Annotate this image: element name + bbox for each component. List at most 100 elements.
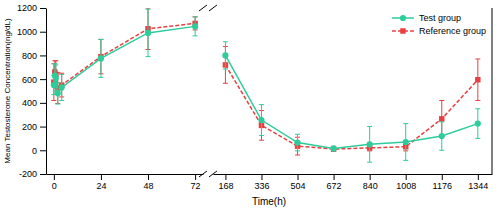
panel: 0 24 48 72 -200 0 200 400 600 800 1000 1200 (17, 3, 207, 191)
tick-mark (40, 127, 46, 128)
tick-mark (40, 8, 46, 9)
tick: 200 (22, 122, 46, 132)
error-bar (59, 74, 64, 100)
marker (55, 90, 61, 96)
error-bar (146, 9, 151, 56)
tick: 672 (327, 174, 342, 191)
series-line (225, 65, 477, 149)
error-bar (439, 122, 444, 150)
tick-label: 1008 (396, 181, 416, 191)
marker (222, 52, 228, 58)
marker (51, 82, 57, 88)
x-axis-title: Time(h) (252, 196, 286, 207)
tick: 400 (22, 98, 46, 108)
error-bar (223, 42, 228, 69)
marker (145, 30, 151, 36)
tick-mark (40, 79, 46, 80)
tick-mark (40, 103, 46, 104)
marker (192, 23, 198, 29)
marker (403, 139, 409, 145)
tick-label: 168 (218, 181, 233, 191)
legend-item: Test group (392, 13, 461, 23)
tick-mark (148, 174, 149, 180)
series (223, 47, 481, 155)
error-bar (193, 17, 198, 36)
axis-line (213, 174, 492, 175)
tick: 800 (22, 51, 46, 61)
tick-label: 24 (96, 181, 106, 191)
tick-label: 400 (22, 98, 37, 108)
tick: 600 (22, 75, 46, 85)
plot-area (51, 8, 198, 104)
series (51, 9, 198, 104)
tick: -200 (19, 169, 46, 179)
tick: 1344 (468, 174, 488, 191)
legend-swatch (400, 15, 406, 21)
y-axis-title: Mean Testosterone Concentration(ng/dL) (3, 18, 12, 164)
series-line (225, 55, 477, 148)
tick-label: 1000 (17, 27, 37, 37)
marker (59, 84, 65, 90)
marker (258, 117, 264, 123)
tick-mark (40, 55, 46, 56)
series-line (54, 26, 195, 93)
marker (475, 121, 481, 127)
tick-label: 0 (32, 146, 37, 156)
legend-swatch (400, 28, 405, 33)
legend: Test group Reference group (392, 13, 486, 36)
tick-mark (195, 174, 196, 180)
marker (294, 139, 300, 145)
tick-label: 72 (191, 181, 201, 191)
error-bar (259, 105, 264, 136)
tick-label: 504 (291, 181, 306, 191)
tick: 336 (254, 174, 269, 191)
tick-label: 1200 (17, 3, 37, 13)
tick: 1008 (396, 174, 416, 191)
legend-label: Test group (419, 13, 461, 23)
marker (439, 133, 445, 139)
error-bar (475, 59, 480, 101)
axis-line (47, 174, 204, 175)
marker (367, 141, 373, 147)
tick: 1176 (433, 174, 452, 191)
tick-mark (478, 174, 479, 180)
tick-mark (442, 174, 443, 180)
marker (439, 116, 444, 121)
tick-mark (40, 150, 46, 151)
tick-mark (225, 174, 226, 180)
tick-mark (40, 174, 46, 175)
tick-mark (40, 32, 46, 33)
axis-break (199, 5, 207, 11)
panel: 168336504672840100811761344Test groupRef… (209, 5, 493, 191)
tick: 0 (52, 174, 57, 191)
error-bar (403, 124, 408, 161)
legend-item: Reference group (392, 26, 486, 36)
tick: 168 (218, 174, 233, 191)
error-bar (367, 127, 372, 163)
axis-break (199, 171, 207, 177)
tick: 1000 (17, 27, 46, 37)
x-axis: 0 24 48 72 (47, 174, 204, 191)
tick-label: 1344 (468, 181, 488, 191)
marker (331, 146, 336, 151)
error-bar (475, 109, 480, 139)
x-axis: 168336504672840100811761344 (213, 174, 492, 191)
tick: 48 (144, 174, 154, 191)
tick-mark (261, 174, 262, 180)
tick-mark (54, 174, 55, 180)
error-bar (331, 146, 336, 151)
y-axis: -200 0 200 400 600 800 1000 1200 (17, 3, 47, 179)
tick-mark (298, 174, 299, 180)
tick-label: 1176 (433, 181, 452, 191)
tick: 0 (32, 146, 46, 156)
tick-mark (406, 174, 407, 180)
series (222, 42, 481, 162)
tick-mark (101, 174, 102, 180)
tick-label: 672 (327, 181, 342, 191)
tick-label: 0 (52, 181, 57, 191)
error-bar (295, 134, 300, 151)
axis-break (209, 171, 217, 177)
marker (98, 55, 104, 61)
marker (331, 145, 337, 151)
tick-mark (370, 174, 371, 180)
